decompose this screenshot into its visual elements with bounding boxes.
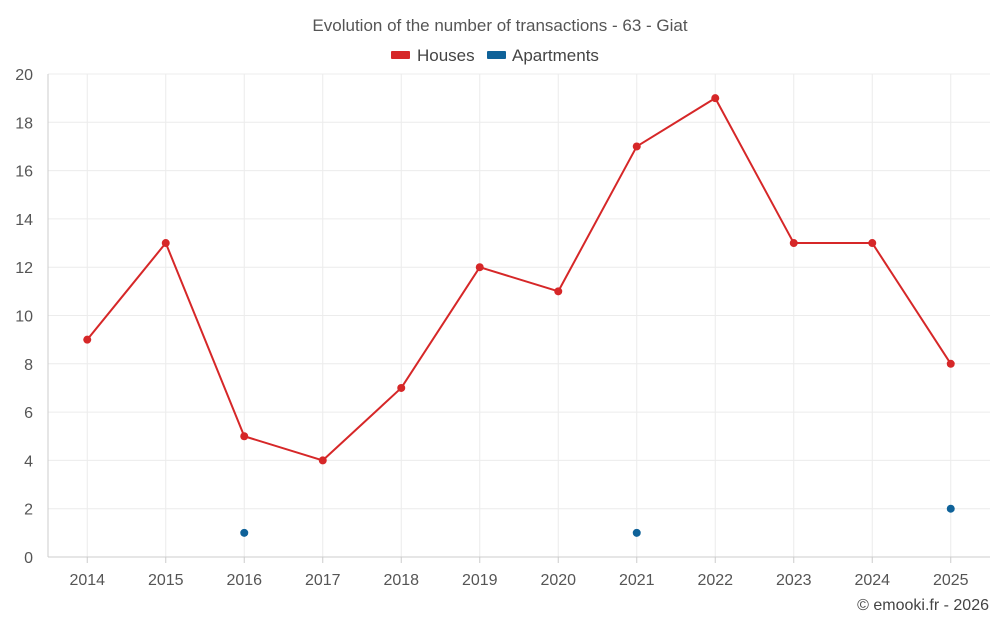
y-tick-label: 6 bbox=[24, 405, 33, 422]
y-tick-label: 18 bbox=[15, 115, 33, 132]
data-point-apartments[interactable] bbox=[946, 504, 955, 513]
data-point-houses[interactable] bbox=[475, 263, 484, 272]
y-tick-label: 4 bbox=[24, 453, 33, 470]
x-tick-label: 2019 bbox=[462, 572, 498, 589]
y-tick-label: 2 bbox=[24, 502, 33, 519]
x-tick-label: 2023 bbox=[776, 572, 812, 589]
y-tick-label: 20 bbox=[15, 67, 33, 84]
x-tick-label: 2021 bbox=[619, 572, 655, 589]
data-point-houses[interactable] bbox=[946, 359, 955, 368]
chart-title: Evolution of the number of transactions … bbox=[312, 16, 687, 35]
x-tick-label: 2025 bbox=[933, 572, 969, 589]
x-tick-label: 2016 bbox=[226, 572, 262, 589]
data-point-houses[interactable] bbox=[789, 239, 798, 248]
x-tick-label: 2022 bbox=[697, 572, 733, 589]
y-tick-label: 0 bbox=[24, 550, 33, 567]
data-point-apartments[interactable] bbox=[632, 528, 641, 537]
legend-label-apartments: Apartments bbox=[512, 46, 599, 65]
legend-item-houses[interactable]: Houses bbox=[391, 46, 475, 65]
legend: Houses Apartments bbox=[391, 46, 599, 65]
data-point-houses[interactable] bbox=[711, 94, 720, 103]
legend-label-houses: Houses bbox=[417, 46, 475, 65]
data-point-houses[interactable] bbox=[554, 287, 563, 296]
y-tick-label: 14 bbox=[15, 212, 33, 229]
y-tick-label: 16 bbox=[15, 164, 33, 181]
data-point-houses[interactable] bbox=[868, 239, 877, 248]
data-point-houses[interactable] bbox=[83, 335, 92, 344]
data-point-apartments[interactable] bbox=[240, 528, 249, 537]
y-tick-label: 12 bbox=[15, 260, 33, 277]
grid bbox=[48, 73, 990, 557]
x-tick-label: 2014 bbox=[69, 572, 105, 589]
data-point-houses[interactable] bbox=[161, 239, 170, 248]
x-tick-label: 2024 bbox=[854, 572, 890, 589]
data-point-houses[interactable] bbox=[240, 432, 249, 441]
credit-text: © emooki.fr - 2026 bbox=[857, 597, 989, 614]
data-point-houses[interactable] bbox=[632, 142, 641, 151]
axes: 0 2 4 6 8 10 12 14 16 18 20 2014 2015 2016 2017 2018 201… bbox=[15, 67, 990, 589]
y-tick-label: 10 bbox=[15, 309, 33, 326]
data-point-houses[interactable] bbox=[318, 456, 327, 465]
legend-item-apartments[interactable]: Apartments bbox=[487, 46, 599, 65]
series-line-houses bbox=[86, 97, 952, 462]
data-point-houses[interactable] bbox=[397, 383, 406, 392]
x-tick-label: 2017 bbox=[305, 572, 341, 589]
series bbox=[83, 94, 955, 537]
x-tick-label: 2018 bbox=[383, 572, 419, 589]
legend-swatch-houses bbox=[391, 51, 410, 59]
legend-swatch-apartments bbox=[487, 51, 506, 59]
x-tick-label: 2015 bbox=[148, 572, 184, 589]
x-tick-label: 2020 bbox=[540, 572, 576, 589]
y-tick-label: 8 bbox=[24, 357, 33, 374]
